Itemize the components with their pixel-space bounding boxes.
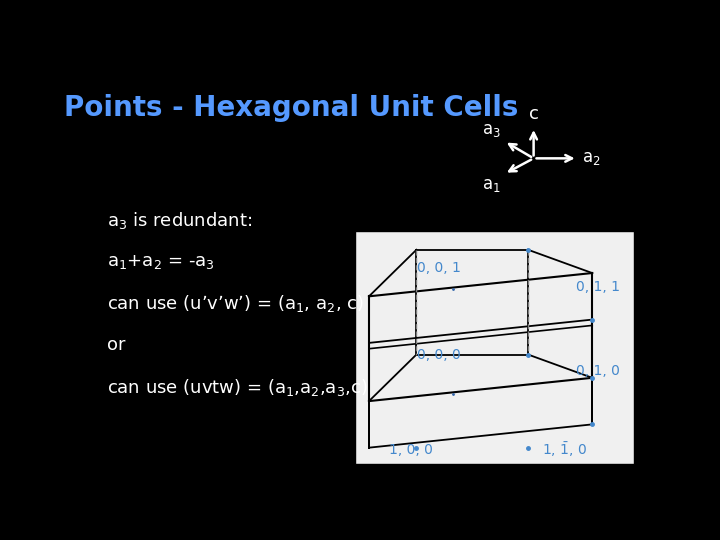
Text: 1, 0, 0: 1, 0, 0	[389, 443, 433, 457]
Text: c: c	[528, 105, 539, 124]
Text: a$_1$+a$_2$ = -a$_3$: a$_1$+a$_2$ = -a$_3$	[107, 253, 215, 271]
Text: a$_3$: a$_3$	[482, 121, 501, 139]
Text: 1, $\bar{1}$, 0: 1, $\bar{1}$, 0	[541, 441, 587, 460]
Text: a$_1$: a$_1$	[482, 177, 501, 194]
Text: 0, 1, 0: 0, 1, 0	[576, 364, 620, 378]
Text: Points - Hexagonal Unit Cells: Points - Hexagonal Unit Cells	[63, 94, 518, 123]
Text: 0, 1, 1: 0, 1, 1	[576, 280, 620, 294]
Text: a$_3$ is redundant:: a$_3$ is redundant:	[107, 210, 252, 231]
Text: 0, 0, 1: 0, 0, 1	[417, 261, 461, 275]
Text: can use (u’v’w’) = (a$_1$, a$_2$, c): can use (u’v’w’) = (a$_1$, a$_2$, c)	[107, 293, 364, 314]
Text: or: or	[107, 336, 125, 354]
Text: can use (uvtw) = (a$_1$,a$_2$,a$_3$,c): can use (uvtw) = (a$_1$,a$_2$,a$_3$,c)	[107, 376, 367, 397]
Text: a$_2$: a$_2$	[582, 150, 600, 167]
Text: 0, 0, 0: 0, 0, 0	[417, 348, 461, 361]
Bar	[355, 231, 634, 464]
